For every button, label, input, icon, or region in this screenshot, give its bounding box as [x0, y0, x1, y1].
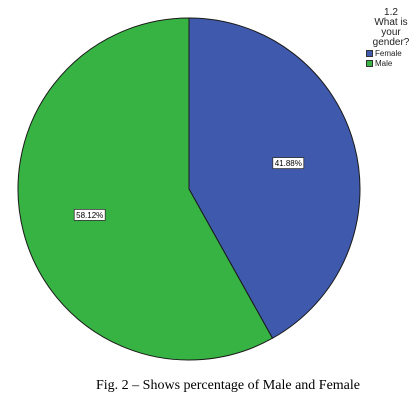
legend-item-male: Male	[366, 59, 416, 68]
legend-item-female: Female	[366, 49, 416, 58]
legend-label-male: Male	[375, 59, 393, 68]
pie-slices	[17, 17, 361, 361]
legend-swatch-male	[366, 60, 373, 67]
legend-title: 1.2 What is your gender?	[366, 8, 416, 48]
data-label-male: 58.12%	[73, 208, 106, 221]
legend-title-line: gender?	[372, 37, 410, 48]
pie-slice-male	[17, 17, 274, 361]
data-label-female: 41.88%	[272, 157, 305, 170]
data-label-text: 58.12%	[76, 211, 103, 220]
data-label-box	[272, 157, 305, 170]
data-labels: 41.88% 58.12%	[73, 157, 305, 221]
legend-label-female: Female	[375, 49, 402, 58]
legend: 1.2 What is your gender? Female Male	[366, 8, 416, 68]
pie-slice-female	[188, 17, 361, 339]
legend-title-line: your	[381, 27, 401, 38]
data-label-text: 41.88%	[275, 159, 302, 168]
legend-title-line: 1.2	[384, 7, 398, 18]
figure-caption: Fig. 2 – Shows percentage of Male and Fe…	[96, 378, 360, 393]
data-label-box	[73, 208, 106, 221]
legend-title-line: What is	[374, 17, 408, 28]
legend-swatch-female	[366, 50, 373, 57]
